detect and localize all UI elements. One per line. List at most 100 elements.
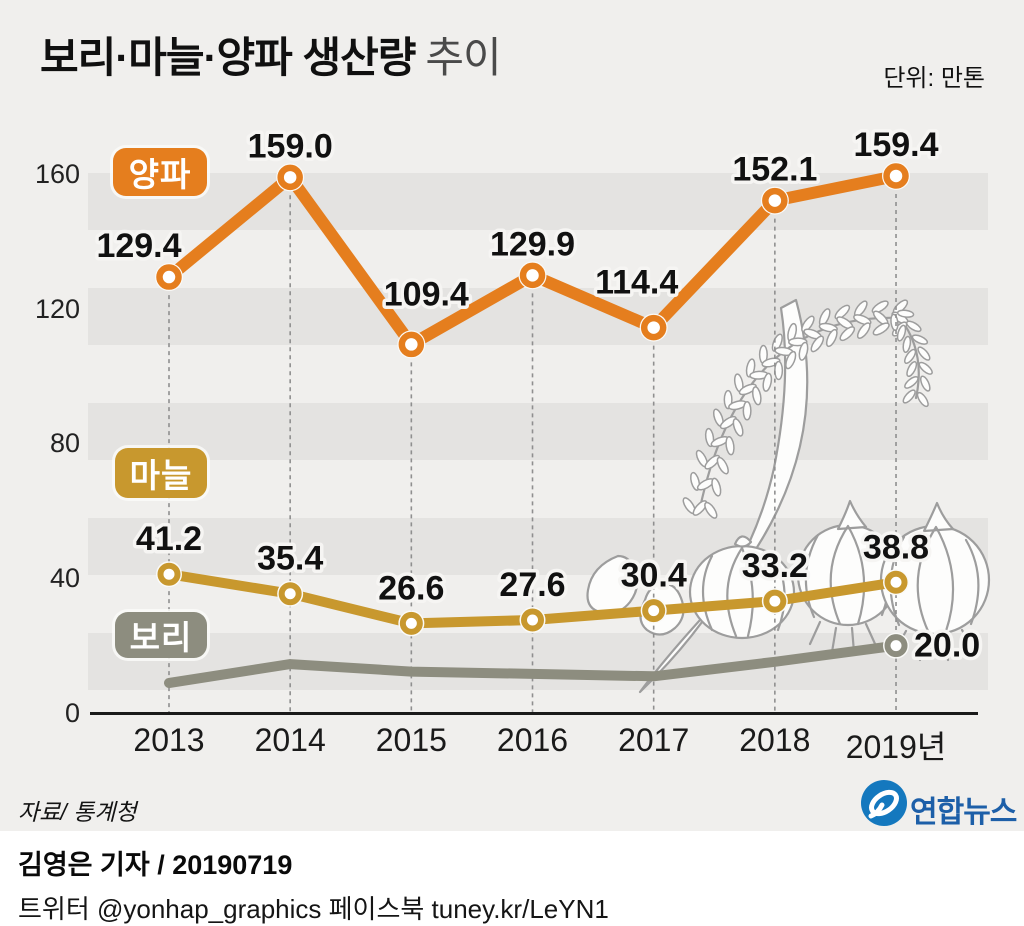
barley-grain <box>902 389 916 404</box>
byline: 김영은 기자 / 20190719 <box>18 850 293 880</box>
data-point <box>278 582 302 606</box>
y-tick-label: 160 <box>34 158 80 189</box>
value-label: 35.4 <box>257 540 323 578</box>
barley-grain <box>904 375 919 389</box>
value-label: 129.9 <box>490 225 575 263</box>
y-tick-label: 0 <box>64 698 80 728</box>
data-point <box>884 570 908 594</box>
title-main: 보리·마늘·양파 생산량 <box>40 34 416 81</box>
barley-grain <box>692 500 708 516</box>
legend-label-onion: 양파 <box>128 156 192 193</box>
barley-grain <box>774 360 784 381</box>
legend-label-garlic: 마늘 <box>129 457 193 494</box>
barley-grain <box>801 315 815 333</box>
source-note: 자료/ 통계청 <box>18 799 137 825</box>
legend-chip-barley: 보리 <box>115 612 207 658</box>
value-label: 159.0 <box>248 127 333 165</box>
value-label: 38.8 <box>863 528 929 566</box>
x-axis-label: 2019년 <box>845 729 947 765</box>
barley-grain <box>896 309 915 318</box>
barley-grain <box>711 477 722 497</box>
data-point <box>640 314 667 341</box>
barley-grain <box>905 320 922 333</box>
data-point <box>156 264 182 290</box>
series-barley: 20.0 <box>164 623 984 688</box>
data-point <box>884 634 908 658</box>
barley-grain <box>853 314 872 326</box>
x-axis-label: 2015 <box>375 722 447 758</box>
barley-grain <box>751 386 762 406</box>
barley-grain <box>719 415 737 430</box>
barley-ear <box>682 299 933 519</box>
x-axis-label: 2014 <box>254 722 326 758</box>
value-label: 152.1 <box>732 151 817 189</box>
chart-svg: 129.4 159.0 109.4 129.9 114.4 152.1 159.4 41.2 3… <box>90 126 991 715</box>
y-tick-label: 80 <box>49 428 80 459</box>
barley-grain <box>896 324 907 342</box>
data-point <box>277 164 303 191</box>
barley-grain <box>725 436 735 456</box>
barley-grain <box>716 456 729 475</box>
y-tick-label: 120 <box>34 293 80 324</box>
data-point <box>883 163 909 189</box>
x-axis-label: 2018 <box>739 722 811 758</box>
x-axis-label: 2017 <box>618 722 690 758</box>
x-axis-label: 2016 <box>496 722 569 758</box>
social-links: 트위터 @yonhap_graphics 페이스북 tuney.kr/LeYN1 <box>18 894 609 924</box>
legend-label-barley: 보리 <box>129 619 193 656</box>
yonhap-logo-icon <box>861 780 907 826</box>
barley-grain <box>872 322 890 336</box>
barley-grain <box>906 360 918 378</box>
value-label: 33.2 <box>742 547 808 585</box>
yonhap-logo-text: 연합뉴스 <box>910 796 1017 829</box>
series-line-barley <box>164 640 901 688</box>
barley-grain <box>871 300 889 314</box>
barley-grain <box>810 335 825 353</box>
value-label: 109.4 <box>384 275 469 313</box>
data-point <box>762 187 788 214</box>
value-label: 20.0 <box>914 627 980 665</box>
title-sub: 추이 <box>425 34 501 81</box>
data-point <box>519 262 546 289</box>
barley-grain <box>825 328 838 348</box>
barley-grain <box>911 334 929 345</box>
data-point <box>763 589 787 613</box>
y-tick-label: 40 <box>49 563 80 594</box>
barley-grain <box>798 341 809 361</box>
barley-grain <box>834 304 851 320</box>
barley-grain <box>704 454 721 470</box>
barley-grain <box>785 350 797 370</box>
garlic-bulb-icon <box>688 535 796 640</box>
series-garlic: 41.2 35.4 26.6 27.6 30.4 33.2 38.8 <box>132 517 933 637</box>
barley-grain <box>916 391 929 408</box>
barley-grain <box>742 401 752 421</box>
barley-grain <box>902 335 912 354</box>
data-point <box>399 611 423 635</box>
unit-label: 단위: 만톤 <box>883 65 985 92</box>
barley-grain <box>738 383 757 396</box>
value-label: 30.4 <box>621 557 687 595</box>
value-label: 41.2 <box>136 520 202 558</box>
barley-grain <box>762 372 773 392</box>
produce-watermark-illustration <box>586 298 991 694</box>
barley-grain <box>919 375 931 392</box>
data-point <box>642 599 666 623</box>
x-axis-label: 2013 <box>133 722 205 758</box>
data-point <box>157 562 181 586</box>
value-label: 27.6 <box>499 566 565 604</box>
value-label: 114.4 <box>595 264 678 302</box>
value-label: 26.6 <box>378 569 444 607</box>
barley-grain <box>903 348 917 364</box>
value-label: 159.4 <box>853 126 938 164</box>
data-point <box>398 331 425 358</box>
data-point <box>521 608 545 632</box>
legend-chip-onion: 양파 <box>113 148 207 196</box>
onion-icon <box>796 499 900 654</box>
barley-grain <box>704 501 718 519</box>
barley-grain <box>917 346 931 361</box>
barley-grain <box>839 326 856 342</box>
legend-chip-garlic: 마늘 <box>115 448 207 498</box>
value-label: 129.4 <box>96 227 181 265</box>
barley-grain <box>732 418 744 437</box>
